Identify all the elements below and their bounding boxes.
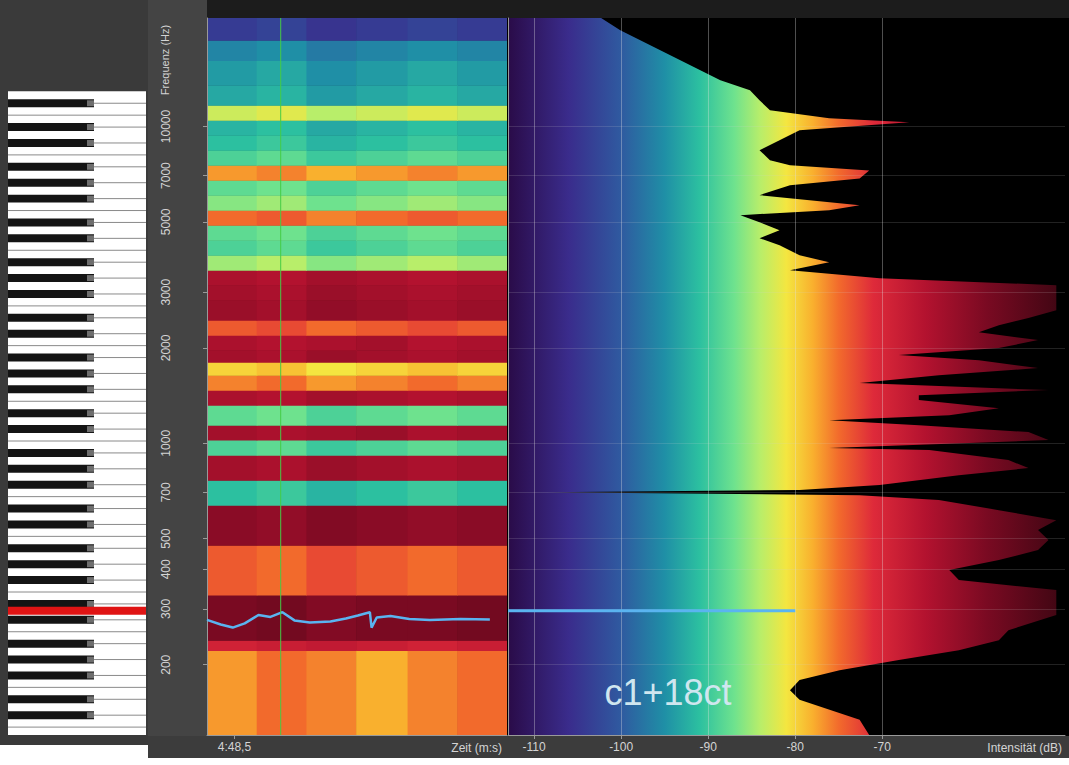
svg-text:c1+18ct: c1+18ct bbox=[604, 672, 731, 713]
svg-text:7000: 7000 bbox=[159, 162, 173, 189]
svg-text:1000: 1000 bbox=[159, 430, 173, 457]
svg-text:5000: 5000 bbox=[159, 208, 173, 235]
svg-text:-100: -100 bbox=[609, 740, 633, 754]
svg-text:500: 500 bbox=[159, 528, 173, 548]
svg-text:-70: -70 bbox=[874, 740, 892, 754]
svg-text:Zeit (m:s): Zeit (m:s) bbox=[451, 741, 502, 755]
svg-text:400: 400 bbox=[159, 559, 173, 579]
svg-text:300: 300 bbox=[159, 599, 173, 619]
svg-text:200: 200 bbox=[159, 654, 173, 674]
svg-text:Frequenz (Hz): Frequenz (Hz) bbox=[159, 25, 171, 95]
svg-text:2000: 2000 bbox=[159, 334, 173, 361]
svg-text:3000: 3000 bbox=[159, 278, 173, 305]
svg-text:10000: 10000 bbox=[159, 109, 173, 143]
svg-text:-80: -80 bbox=[787, 740, 805, 754]
svg-text:700: 700 bbox=[159, 482, 173, 502]
svg-text:-90: -90 bbox=[700, 740, 718, 754]
svg-text:Intensität (dB): Intensität (dB) bbox=[987, 741, 1062, 755]
svg-text:-110: -110 bbox=[523, 740, 546, 754]
svg-text:4:48,5: 4:48,5 bbox=[218, 740, 252, 754]
